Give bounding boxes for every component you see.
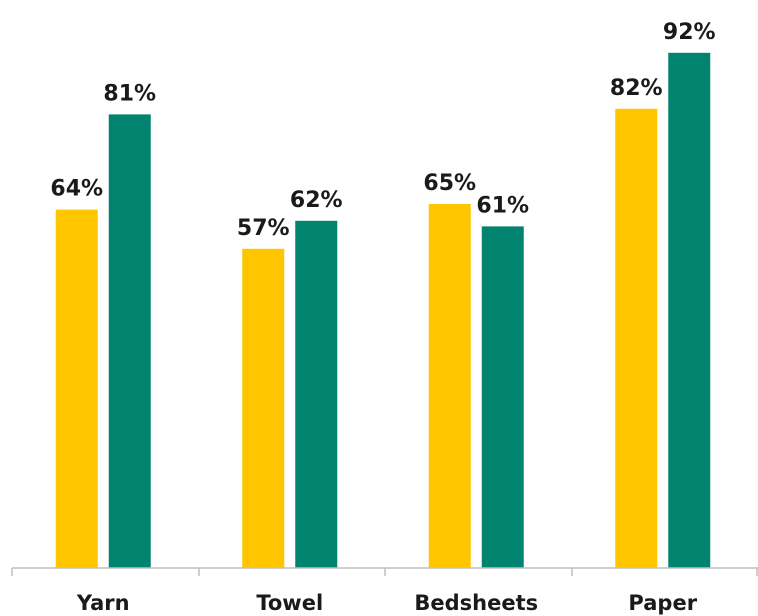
category-label-paper: Paper	[628, 591, 697, 615]
value-label-bedsheets-series-2: 61%	[476, 193, 529, 218]
value-label-towel-series-1: 57%	[237, 216, 290, 241]
value-label-bedsheets-series-1: 65%	[423, 171, 476, 196]
category-label-towel: Towel	[256, 591, 323, 615]
value-labels-group: 64% 81% 57%62% 65%61% 82% 92%	[50, 20, 715, 241]
value-label-paper-series-2: 92%	[663, 20, 716, 45]
bar-bedsheets-series-2	[481, 226, 524, 568]
x-axis-ticks	[11, 568, 758, 576]
bar-bedsheets-series-1	[428, 204, 471, 568]
value-label-paper-series-1: 82%	[610, 76, 663, 101]
bar-paper-series-1	[615, 108, 658, 569]
value-label-towel-series-2: 62%	[290, 188, 343, 213]
value-label-yarn-series-1: 64%	[50, 177, 103, 202]
value-label-yarn-series-2: 81%	[103, 81, 156, 106]
category-label-yarn: Yarn	[76, 591, 130, 615]
category-label-bedsheets: Bedsheets	[414, 591, 538, 615]
category-labels-group: Yarn Towel Bedsheets Paper	[76, 591, 698, 615]
bar-towel-series-1	[242, 248, 285, 569]
bar-yarn-series-2	[108, 114, 151, 569]
bar-paper-series-2	[668, 52, 711, 569]
bar-towel-series-2	[295, 220, 338, 569]
bar-yarn-series-1	[55, 209, 98, 568]
bars-group	[55, 52, 711, 569]
